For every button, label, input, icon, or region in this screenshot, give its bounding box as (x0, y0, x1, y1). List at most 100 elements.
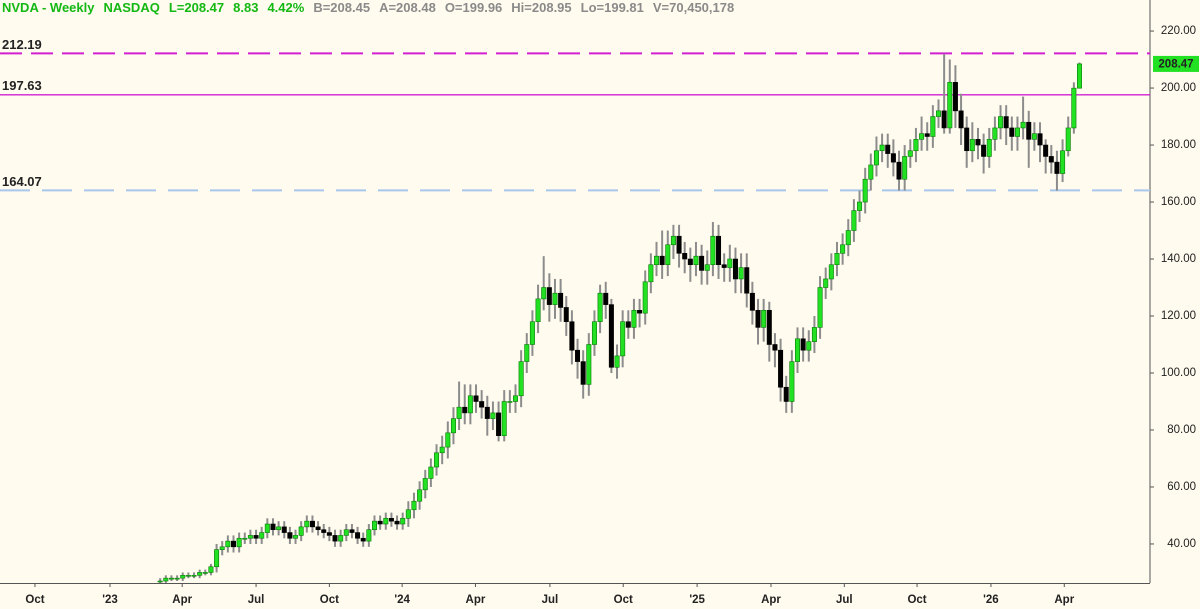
candle-body (642, 281, 648, 314)
x-tick-label: Apr (466, 594, 486, 606)
candle-body (512, 395, 518, 402)
candle-body (473, 395, 479, 402)
candle-body (603, 292, 609, 305)
candle-body (191, 575, 197, 577)
candle-body (716, 235, 722, 266)
candle-body (659, 255, 665, 266)
candle-body (479, 401, 485, 408)
candle-body (608, 304, 614, 368)
candle-body (625, 321, 631, 328)
y-tick-label: 40.00 (1167, 538, 1196, 550)
candle-body (597, 292, 603, 323)
candle-body (682, 253, 688, 260)
y-tick-label: 80.00 (1167, 424, 1196, 436)
x-tick-label: Jul (836, 594, 853, 606)
candle-body (490, 412, 496, 419)
candle-body (772, 344, 778, 351)
candle-body (276, 526, 282, 531)
candle-body (1037, 133, 1043, 146)
candle-body (197, 572, 203, 576)
candle-body (349, 529, 355, 533)
candle-body (524, 344, 530, 362)
candle-body (383, 518, 389, 525)
candle-body (998, 116, 1004, 129)
candle-body (665, 244, 671, 266)
candle-body (287, 532, 293, 539)
candle-body (1003, 116, 1009, 129)
candle-body (591, 321, 597, 345)
candle-body (935, 110, 941, 117)
candle-body (789, 361, 795, 402)
candle-body (575, 349, 581, 362)
header-item: V=70,450,178 (652, 0, 735, 15)
x-tick-label: '26 (983, 594, 999, 606)
candle-body (293, 535, 299, 539)
x-tick-label: Jul (542, 594, 559, 606)
header-item: Hi=208.95 (511, 0, 572, 15)
x-tick-label: Apr (761, 594, 781, 606)
reference-line-label: 164.07 (2, 174, 42, 189)
candle-body (400, 518, 406, 525)
candle-body (298, 526, 304, 536)
candle-body (580, 361, 586, 385)
y-tick-label: 140.00 (1161, 253, 1196, 265)
candle-body (586, 344, 592, 385)
candle-body (230, 540, 236, 548)
candle-body (699, 255, 705, 271)
x-tick-label: '25 (689, 594, 705, 606)
candle-body (456, 406, 462, 419)
candle-body (868, 164, 874, 180)
candle-body (1009, 127, 1015, 137)
symbol-header: NVDA - Weekly NASDAQ L=208.47 8.83 4.42% B=20… (2, 0, 734, 16)
candle-body (862, 178, 868, 203)
candle-body (704, 264, 710, 271)
header-item: O=199.96 (444, 0, 503, 15)
candle-body (1048, 156, 1054, 163)
candle-body (326, 532, 332, 536)
last-price-label: 208.47 (1158, 58, 1193, 70)
candle-body (653, 255, 659, 266)
candle-body (462, 406, 468, 414)
candle-body (851, 210, 857, 231)
candle-body (687, 258, 693, 266)
candle-body (484, 406, 490, 419)
x-tick-label: '24 (394, 594, 410, 606)
candle-body (902, 156, 908, 180)
x-tick-label: Oct (25, 594, 44, 606)
candle-body (569, 321, 575, 351)
candle-body (264, 523, 270, 533)
candle-body (885, 144, 891, 154)
candle-body (744, 267, 750, 294)
candle-body (919, 133, 925, 140)
candle-body (890, 153, 896, 163)
candle-body (840, 244, 846, 254)
candle-body (259, 532, 265, 539)
candle-body (1076, 63, 1082, 89)
x-tick-label: Oct (614, 594, 633, 606)
candle-body (670, 235, 676, 246)
candle-body (930, 116, 936, 137)
y-tick-label: 100.00 (1161, 367, 1196, 379)
candle-body (377, 520, 383, 525)
candle-body (541, 287, 547, 300)
candle-body (253, 535, 259, 539)
reference-line-label: 212.19 (2, 37, 42, 52)
candle-body (631, 310, 637, 328)
candle-body (558, 292, 564, 308)
candle-body (163, 577, 169, 582)
candle-body (964, 127, 970, 152)
header-item: B=208.45 (313, 0, 371, 15)
x-tick-label: Apr (1054, 594, 1074, 606)
candle-body (185, 575, 191, 577)
candle-body (371, 520, 377, 531)
x-tick-label: Oct (320, 594, 339, 606)
candle-body (434, 452, 440, 468)
x-tick-label: Jul (248, 594, 265, 606)
candle-body (958, 110, 964, 129)
candle-body (732, 258, 738, 280)
candle-body (823, 278, 829, 288)
candle-body (236, 537, 242, 548)
header-item: A=208.48 (379, 0, 436, 15)
x-tick-label: Oct (907, 594, 926, 606)
